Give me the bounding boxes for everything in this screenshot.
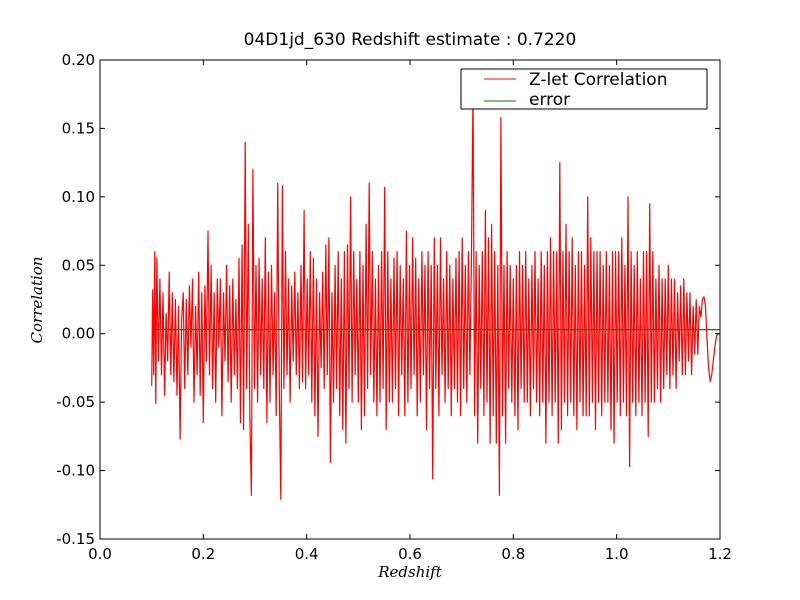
plot-area (99, 59, 721, 540)
x-tick-label: 0.0 (88, 545, 112, 563)
x-tick-label: 1.2 (708, 545, 732, 563)
y-tick-label: 0.00 (62, 325, 95, 343)
legend-label-correlation: Z-let Correlation (529, 70, 667, 90)
chart-title: 04D1jd_630 Redshift estimate : 0.7220 (244, 30, 577, 50)
y-tick-label: -0.10 (56, 462, 95, 480)
legend-label-error: error (529, 90, 570, 110)
legend-box (460, 68, 708, 110)
x-axis-ticks: 0.0 0.2 0.4 0.6 0.8 1.0 1.2 (88, 60, 732, 563)
y-axis-label: Correlation (28, 257, 46, 344)
y-axis-ticks: 0.20 0.15 0.10 0.05 0.00 -0.05 -0.10 -0.15 (56, 51, 720, 548)
y-tick-label: 0.10 (62, 188, 95, 206)
x-tick-label: 0.4 (295, 545, 319, 563)
y-tick-label: 0.20 (62, 51, 95, 69)
series-line-correlation (151, 89, 720, 500)
y-tick-label: -0.05 (56, 393, 95, 411)
legend: Z-let Correlation error (460, 68, 708, 110)
y-tick-label: 0.15 (62, 119, 95, 137)
x-tick-label: 1.0 (605, 545, 629, 563)
y-tick-label: 0.05 (62, 256, 95, 274)
series-layer (151, 89, 720, 500)
x-tick-label: 0.2 (191, 545, 215, 563)
y-tick-label: -0.15 (56, 530, 95, 548)
x-axis-label: Redshift (377, 563, 442, 581)
x-tick-label: 0.8 (501, 545, 525, 563)
x-tick-label: 0.6 (398, 545, 422, 563)
